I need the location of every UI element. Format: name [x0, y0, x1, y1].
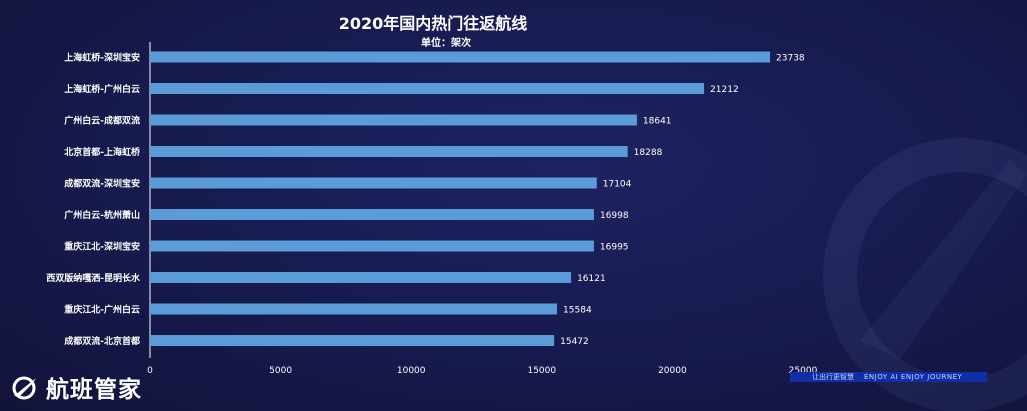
category-label: 上海虹桥-广州白云 — [64, 83, 140, 95]
airplane-logo-icon — [12, 376, 36, 400]
x-tick-label: 0 — [147, 366, 153, 376]
category-label: 西双版纳嘎洒-昆明长水 — [46, 272, 141, 284]
slogan-en: ENJOY AI ENJOY JOURNEY — [864, 373, 963, 381]
category-label: 成都双流-深圳宝安 — [64, 178, 140, 190]
chart-subtitle: 单位：架次 — [421, 36, 471, 49]
category-label: 上海虹桥-深圳宝安 — [64, 52, 140, 64]
bar — [150, 177, 597, 189]
bar — [150, 240, 594, 252]
value-label: 18288 — [634, 148, 663, 158]
x-tick-label: 15000 — [527, 366, 556, 376]
category-label: 成都双流-北京首都 — [64, 335, 140, 347]
x-tick-label: 25000 — [789, 366, 818, 376]
value-label: 15472 — [560, 337, 589, 347]
value-label: 23738 — [776, 54, 805, 64]
category-label: 北京首都-上海虹桥 — [64, 146, 141, 158]
category-label: 广州白云-成都双流 — [64, 115, 140, 127]
value-label: 16995 — [600, 243, 629, 253]
bar — [150, 335, 555, 346]
category-label: 重庆江北-深圳宝安 — [64, 241, 140, 253]
value-label: 18641 — [643, 117, 672, 127]
bar — [150, 303, 558, 315]
bar — [150, 209, 594, 220]
category-label: 重庆江北-广州白云 — [64, 304, 140, 316]
x-tick-label: 20000 — [658, 366, 687, 376]
value-label: 21212 — [710, 85, 739, 95]
value-label: 17104 — [603, 180, 632, 190]
slogan: 让出行更智慧 ENJOY AI ENJOY JOURNEY — [812, 373, 962, 383]
bar — [150, 114, 637, 126]
value-label: 16998 — [600, 211, 629, 221]
slogan-banner — [790, 372, 987, 382]
x-tick-label: 10000 — [397, 366, 426, 376]
bar — [150, 272, 572, 283]
logo: 航班管家 — [10, 372, 142, 403]
bar — [150, 146, 628, 157]
bar — [150, 83, 705, 94]
x-tick-label: 5000 — [269, 366, 292, 376]
slogan-cn: 让出行更智慧 — [812, 373, 854, 381]
logo-text: 航班管家 — [46, 377, 142, 403]
value-label: 16121 — [577, 274, 606, 284]
chart-title: 2020年国内热门往返航线 — [339, 14, 528, 33]
category-label: 广州白云-杭州萧山 — [64, 209, 140, 221]
value-label: 15584 — [563, 306, 592, 316]
bar — [150, 51, 771, 63]
